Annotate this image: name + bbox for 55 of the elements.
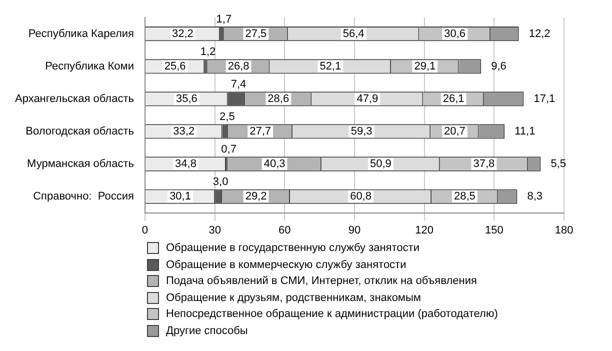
data-label: 17,1: [534, 92, 556, 105]
x-tick-label: 180: [554, 224, 574, 236]
y-tick-label: Мурманская область: [27, 158, 134, 170]
data-label: 30,6: [444, 28, 466, 40]
x-tick-label: 0: [142, 224, 148, 236]
data-label: 28,6: [268, 92, 290, 105]
y-tick-label: Архангельская область: [14, 92, 134, 105]
data-label: 1,2: [200, 46, 216, 58]
data-label: 32,2: [172, 28, 194, 40]
data-label: 12,2: [528, 28, 550, 40]
data-label: 7,4: [230, 78, 246, 91]
y-tick-label: Республика Карелия: [28, 28, 134, 40]
data-label: 11,1: [514, 126, 536, 138]
x-tick-label: 30: [208, 224, 221, 236]
legend-label: Обращение в коммерческую службу занятости: [166, 258, 406, 272]
legend-label: Непосредственное обращение к администрации (работодателю): [166, 307, 498, 322]
data-label: 40,3: [264, 158, 286, 170]
x-tick-label: 90: [348, 224, 361, 236]
data-label: 5,5: [550, 158, 566, 170]
data-label: 34,8: [175, 158, 196, 170]
data-label: 59,3: [350, 126, 372, 138]
x-tick-label: 120: [415, 224, 434, 236]
data-label: 33,2: [173, 126, 195, 138]
x-tick-label: 150: [484, 224, 504, 236]
data-label: 28,5: [454, 190, 476, 203]
data-label: 25,6: [164, 60, 186, 72]
data-label: 50,9: [370, 158, 392, 170]
data-label: 27,7: [250, 126, 272, 138]
legend-label: Другие способы: [166, 324, 248, 338]
legend-label: Подача объявлений в СМИ, Интернет, отклик на объявления: [166, 274, 477, 289]
data-label: 37,8: [473, 158, 495, 170]
data-label: 26,8: [228, 60, 250, 72]
data-label: 29,1: [414, 60, 436, 72]
y-tick-label: Вологодская область: [26, 126, 134, 138]
data-label: 20,7: [444, 126, 466, 138]
data-label: 3,0: [212, 176, 228, 188]
data-label: 56,4: [342, 28, 364, 40]
data-label: 2,5: [220, 111, 235, 124]
data-label: 9,6: [491, 60, 506, 72]
data-label: 27,5: [245, 28, 267, 40]
data-label: 52,1: [320, 60, 342, 72]
data-label: 30,1: [170, 190, 191, 203]
data-label: 1,7: [216, 14, 232, 26]
y-tick-label: Справочно: Россия: [33, 190, 134, 203]
x-tick-label: 60: [278, 224, 291, 236]
data-label: 60,8: [350, 190, 372, 203]
data-label: 47,9: [356, 92, 378, 105]
data-label: 0,7: [221, 144, 236, 156]
legend-label: Обращение к друзьям, родственникам, знакомым: [166, 290, 421, 306]
y-tick-label: Республика Коми: [45, 60, 134, 72]
data-label: 26,1: [442, 92, 464, 105]
data-label: 8,3: [527, 190, 543, 203]
data-label: 29,2: [245, 190, 267, 203]
legend-label: Обращение в государственную службу занятости: [166, 241, 420, 256]
data-label: 35,6: [176, 92, 198, 105]
